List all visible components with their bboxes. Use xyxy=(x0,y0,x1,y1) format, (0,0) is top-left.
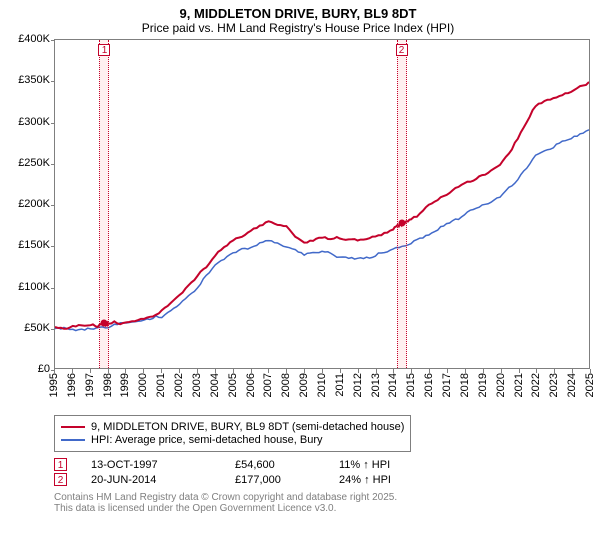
x-tick-label: 2013 xyxy=(370,373,382,397)
footer-line-1: Contains HM Land Registry data © Crown c… xyxy=(54,492,590,503)
chart-lines xyxy=(55,40,589,368)
x-tick-label: 2014 xyxy=(387,373,399,397)
legend-label: 9, MIDDLETON DRIVE, BURY, BL9 8DT (semi-… xyxy=(91,421,404,433)
x-axis-labels: 1995199619971998199920002001200220032004… xyxy=(54,369,590,409)
sale-marker-band xyxy=(397,40,407,368)
y-tick-label: £350K xyxy=(18,74,50,86)
y-axis-labels: £0£50K£100K£150K£200K£250K£300K£350K£400… xyxy=(6,39,54,369)
y-tick-label: £250K xyxy=(18,157,50,169)
y-tick-label: £100K xyxy=(18,281,50,293)
sale-pct: 11% ↑ HPI xyxy=(339,459,439,471)
sale-marker-dot xyxy=(101,320,108,327)
page-title: 9, MIDDLETON DRIVE, BURY, BL9 8DT xyxy=(6,6,590,21)
sale-row: 1 13-OCT-1997 £54,600 11% ↑ HPI xyxy=(54,458,590,471)
x-tick-label: 2010 xyxy=(316,373,328,397)
sale-price: £54,600 xyxy=(235,459,315,471)
x-tick-label: 2003 xyxy=(191,373,203,397)
sale-row: 2 20-JUN-2014 £177,000 24% ↑ HPI xyxy=(54,473,590,486)
x-tick-label: 1995 xyxy=(48,373,60,397)
sale-marker-label: 1 xyxy=(98,44,110,56)
x-tick-label: 2007 xyxy=(262,373,274,397)
x-tick-label: 2008 xyxy=(280,373,292,397)
sale-num-box: 2 xyxy=(54,473,67,486)
sales-table: 1 13-OCT-1997 £54,600 11% ↑ HPI 2 20-JUN-2014… xyxy=(54,458,590,486)
sale-marker-label: 2 xyxy=(396,44,408,56)
sale-price: £177,000 xyxy=(235,474,315,486)
x-tick-label: 2025 xyxy=(584,373,596,397)
x-tick-label: 1998 xyxy=(102,373,114,397)
page-subtitle: Price paid vs. HM Land Registry's House … xyxy=(6,21,590,35)
x-tick-label: 2001 xyxy=(155,373,167,397)
x-tick-label: 2002 xyxy=(173,373,185,397)
x-tick-label: 1996 xyxy=(66,373,78,397)
sale-date: 20-JUN-2014 xyxy=(91,474,211,486)
x-tick-label: 2022 xyxy=(530,373,542,397)
legend-item: HPI: Average price, semi-detached house,… xyxy=(61,434,404,446)
sale-marker-dot xyxy=(398,219,405,226)
x-tick-label: 1999 xyxy=(119,373,131,397)
legend-swatch xyxy=(61,426,85,428)
y-tick-label: £50K xyxy=(24,322,50,334)
x-tick-label: 2006 xyxy=(245,373,257,397)
x-tick-label: 1997 xyxy=(84,373,96,397)
x-tick-label: 2000 xyxy=(137,373,149,397)
x-tick-label: 2004 xyxy=(209,373,221,397)
x-tick-label: 2011 xyxy=(334,373,346,397)
y-tick-label: £200K xyxy=(18,198,50,210)
x-tick-label: 2020 xyxy=(495,373,507,397)
y-tick-label: £150K xyxy=(18,239,50,251)
x-tick-label: 2018 xyxy=(459,373,471,397)
x-tick-label: 2016 xyxy=(423,373,435,397)
x-tick-label: 2024 xyxy=(566,373,578,397)
series-line xyxy=(55,130,589,331)
x-tick-label: 2021 xyxy=(513,373,525,397)
footer-line-2: This data is licensed under the Open Gov… xyxy=(54,503,590,514)
sale-num-box: 1 xyxy=(54,458,67,471)
legend-label: HPI: Average price, semi-detached house,… xyxy=(91,434,323,446)
x-tick-label: 2023 xyxy=(548,373,560,397)
series-line xyxy=(55,82,589,329)
attribution-footer: Contains HM Land Registry data © Crown c… xyxy=(54,492,590,514)
plot-area: 12 xyxy=(54,39,590,369)
price-chart: £0£50K£100K£150K£200K£250K£300K£350K£400… xyxy=(6,39,590,409)
x-tick-label: 2005 xyxy=(227,373,239,397)
x-tick-label: 2017 xyxy=(441,373,453,397)
legend-swatch xyxy=(61,439,85,441)
legend-item: 9, MIDDLETON DRIVE, BURY, BL9 8DT (semi-… xyxy=(61,421,404,433)
chart-legend: 9, MIDDLETON DRIVE, BURY, BL9 8DT (semi-… xyxy=(54,415,411,452)
x-tick-label: 2012 xyxy=(352,373,364,397)
y-tick-label: £400K xyxy=(18,33,50,45)
x-tick-label: 2019 xyxy=(477,373,489,397)
x-tick-label: 2015 xyxy=(405,373,417,397)
y-tick-label: £300K xyxy=(18,116,50,128)
sale-pct: 24% ↑ HPI xyxy=(339,474,439,486)
x-tick-label: 2009 xyxy=(298,373,310,397)
sale-date: 13-OCT-1997 xyxy=(91,459,211,471)
